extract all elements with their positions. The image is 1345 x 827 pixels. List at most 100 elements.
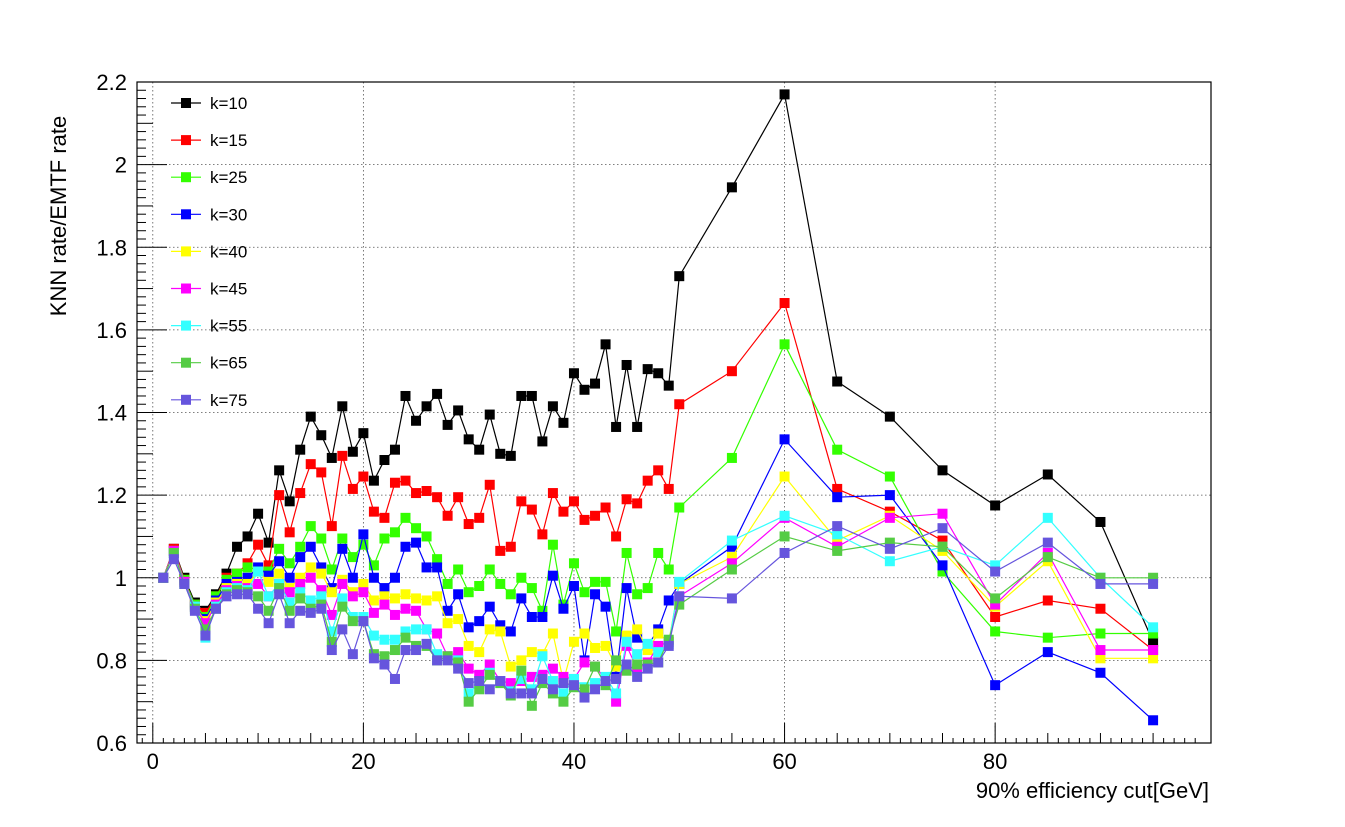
data-point xyxy=(389,477,400,488)
data-point xyxy=(253,603,264,614)
data-point xyxy=(316,585,327,596)
data-point xyxy=(305,595,316,606)
data-point xyxy=(484,659,495,670)
data-point xyxy=(579,692,590,703)
data-point xyxy=(411,605,422,616)
data-point xyxy=(1148,572,1159,583)
data-point xyxy=(1095,653,1106,664)
data-point xyxy=(516,655,527,666)
legend-label: k=65 xyxy=(210,354,247,373)
data-point xyxy=(632,632,643,643)
data-point xyxy=(568,368,579,379)
data-point xyxy=(621,665,632,676)
data-point xyxy=(779,89,790,100)
data-point xyxy=(663,483,674,494)
data-point xyxy=(263,570,274,581)
data-point xyxy=(305,521,316,532)
data-point xyxy=(274,556,285,567)
data-point xyxy=(358,578,369,589)
data-point xyxy=(221,591,232,602)
legend-label: k=15 xyxy=(210,131,247,150)
data-point xyxy=(400,390,411,401)
data-point xyxy=(253,566,264,577)
data-point xyxy=(1042,512,1053,523)
data-point xyxy=(484,624,495,635)
data-point xyxy=(463,696,474,707)
data-point xyxy=(421,562,432,573)
data-point xyxy=(484,684,495,695)
data-point xyxy=(832,529,843,540)
data-point xyxy=(379,533,390,544)
data-point xyxy=(242,572,253,583)
data-point xyxy=(990,566,1001,577)
legend-marker xyxy=(181,98,191,108)
data-point xyxy=(884,512,895,523)
data-point xyxy=(600,640,611,651)
series-line xyxy=(162,92,1154,643)
data-point xyxy=(579,684,590,695)
data-point xyxy=(337,533,348,544)
data-point xyxy=(884,556,895,567)
data-point xyxy=(305,572,316,583)
data-point xyxy=(295,605,306,616)
data-point xyxy=(600,676,611,687)
y-tick-label: 1.2 xyxy=(96,483,127,508)
data-point xyxy=(632,498,643,509)
data-point xyxy=(347,552,358,563)
data-point xyxy=(432,591,443,602)
data-point xyxy=(779,547,790,558)
data-point xyxy=(442,419,453,430)
data-point xyxy=(253,539,264,550)
data-point xyxy=(389,645,400,656)
data-point xyxy=(453,564,464,575)
data-point xyxy=(526,611,537,622)
data-point xyxy=(621,659,632,670)
data-point xyxy=(832,535,843,546)
data-point xyxy=(568,496,579,507)
data-point xyxy=(232,589,243,600)
data-point xyxy=(411,645,422,656)
data-point xyxy=(1095,578,1106,589)
data-point xyxy=(537,611,548,622)
data-point xyxy=(200,630,211,641)
data-point xyxy=(600,601,611,612)
data-point xyxy=(505,589,516,600)
data-point xyxy=(442,655,453,666)
y-tick-label: 1.8 xyxy=(96,235,127,260)
data-point xyxy=(274,583,285,594)
data-point xyxy=(421,485,432,496)
data-point xyxy=(432,628,443,639)
legend-marker xyxy=(181,246,191,257)
data-point xyxy=(653,628,664,639)
data-point xyxy=(537,673,548,684)
data-point xyxy=(832,521,843,532)
data-point xyxy=(368,653,379,664)
data-point xyxy=(579,628,590,639)
data-point xyxy=(663,595,674,606)
legend-marker xyxy=(181,172,191,183)
data-point xyxy=(937,508,948,519)
data-point xyxy=(474,616,485,627)
data-point xyxy=(990,593,1001,604)
data-point xyxy=(379,651,390,662)
data-point xyxy=(411,537,422,548)
data-point xyxy=(600,576,611,587)
legend-marker xyxy=(181,135,191,146)
data-point xyxy=(305,541,316,552)
legend-item: k=55 xyxy=(171,317,247,336)
data-point xyxy=(937,560,948,571)
data-point xyxy=(463,688,474,699)
data-point xyxy=(505,661,516,672)
data-point xyxy=(274,490,285,501)
data-point xyxy=(621,630,632,641)
data-point xyxy=(1148,636,1159,647)
data-point xyxy=(990,560,1001,571)
data-point xyxy=(611,688,622,699)
data-point xyxy=(210,603,221,614)
data-point xyxy=(1042,469,1053,480)
data-point xyxy=(568,680,579,691)
legend-marker xyxy=(181,394,191,405)
data-point xyxy=(463,587,474,598)
data-point xyxy=(884,490,895,501)
data-point xyxy=(505,688,516,699)
